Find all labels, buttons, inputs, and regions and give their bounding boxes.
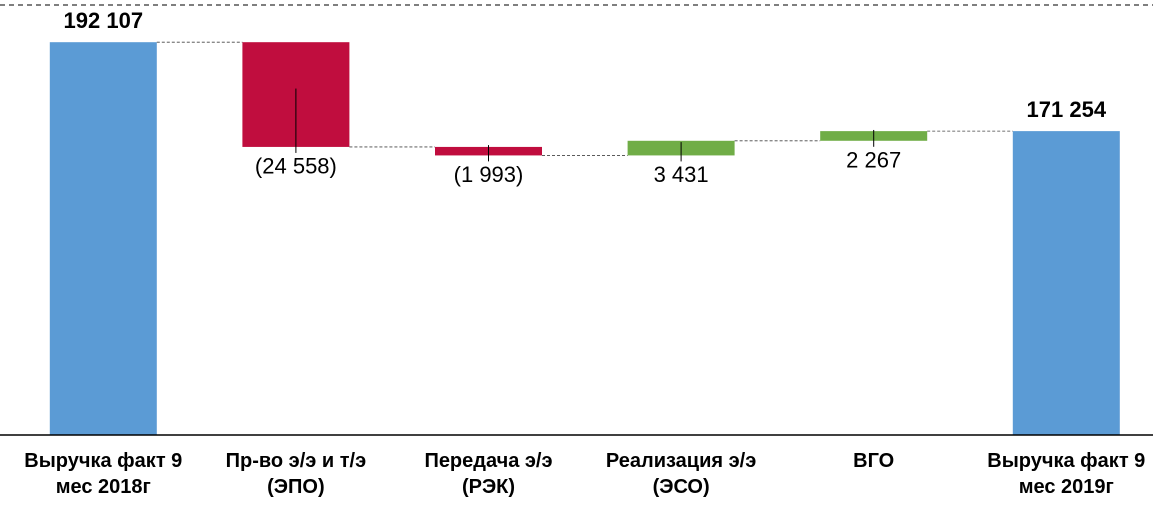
category-label: ВГО	[853, 450, 895, 472]
category-label: Выручка факт 9 мес 2019г	[987, 450, 1146, 498]
bar	[1012, 131, 1120, 435]
value-label: 171 254	[1027, 97, 1107, 122]
bar	[49, 42, 157, 435]
value-label: (24 558)	[255, 154, 337, 179]
category-label: Выручка факт 9 мес 2018г	[24, 450, 183, 498]
value-label: (1 993)	[454, 162, 524, 187]
category-label: Передача э/э (РЭК)	[424, 450, 553, 498]
value-label: 192 107	[64, 8, 144, 33]
value-label: 3 431	[654, 162, 709, 187]
category-label: Реализация э/э (ЭСО)	[605, 450, 757, 498]
category-label: Пр-во э/э и т/э (ЭПО)	[225, 450, 367, 498]
value-label: 2 267	[846, 148, 901, 173]
